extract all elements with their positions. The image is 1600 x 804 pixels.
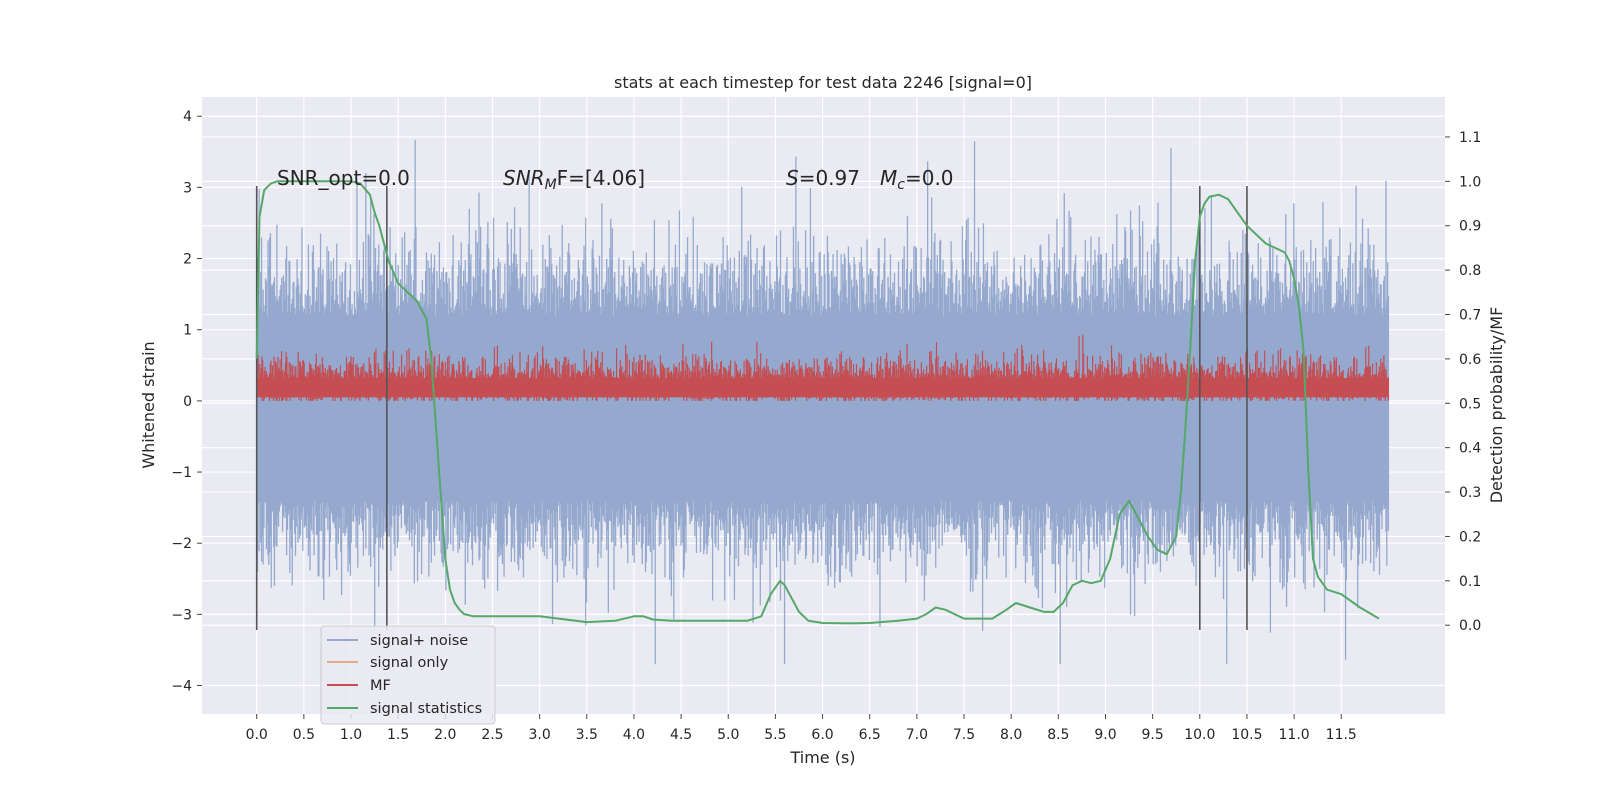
y-tick-label-right: 0.9 [1459, 219, 1481, 235]
annotation-snr-mf-symbol: SNR [503, 166, 545, 190]
legend-label-mf: MF [370, 678, 391, 694]
y-axis-label-right: Detection probability/MF [1487, 307, 1506, 504]
x-tick-label: 1.0 [340, 727, 362, 743]
y-tick-label-right: 0.4 [1459, 441, 1481, 457]
y-tick-label-right: 0.3 [1459, 485, 1481, 501]
legend: signal+ noise signal only MF signal stat… [320, 625, 496, 725]
annotation-s-symbol: S [786, 166, 799, 190]
y-tick-label-right: 0.1 [1459, 574, 1481, 590]
y-tick-label-left: 3 [183, 180, 192, 196]
x-tick-label: 5.5 [764, 727, 786, 743]
annotation-snr-mf: SNRMF=[4.06] [503, 166, 645, 193]
x-tick-label: 3.0 [528, 727, 550, 743]
annotation-snr-opt: SNR_opt=0.0 [277, 166, 410, 190]
y-tick-label-right: 0.2 [1459, 529, 1481, 545]
annotation-mc-subscript: c [897, 177, 905, 193]
x-tick-label: 8.0 [1000, 727, 1022, 743]
mf-series [256, 334, 1390, 401]
chart-title: stats at each timestep for test data 224… [614, 73, 1032, 92]
signal-statistics-line [255, 180, 1380, 625]
x-tick-label: 10.0 [1184, 727, 1215, 743]
x-tick-label: 8.5 [1047, 727, 1069, 743]
y-axis-label-left: Whitened strain [139, 341, 158, 468]
legend-box [320, 625, 496, 725]
x-tick-label: 7.5 [953, 727, 975, 743]
x-tick-label: 10.5 [1231, 727, 1262, 743]
tick-layer: 0.0 0.5 1.0 1.5 2.0 2.5 3.0 3.5 4.0 4.5 5.0 5.5 6.0 6… [171, 109, 1481, 743]
x-axis-label: Time (s) [789, 748, 855, 767]
y-tick-label-right: 0.5 [1459, 396, 1481, 412]
x-tick-label: 4.0 [623, 727, 645, 743]
vertical-lines [255, 185, 1248, 631]
x-tick-label: 0.5 [293, 727, 315, 743]
x-tick-label: 4.5 [670, 727, 692, 743]
annotation-s: S=0.97 [786, 166, 860, 190]
x-tick-label: 2.5 [481, 727, 503, 743]
annotation-snr-mf-value: F=[4.06] [557, 166, 645, 190]
y-tick-label-left: −3 [171, 607, 192, 623]
y-tick-label-left: 1 [183, 323, 192, 339]
y-tick-label-right: 1.0 [1459, 174, 1481, 190]
annotation-snr-mf-subscript: M [545, 177, 557, 193]
x-tick-label: 11.0 [1279, 727, 1310, 743]
legend-label-signal-noise: signal+ noise [370, 633, 468, 649]
y-tick-label-right: 0.8 [1459, 263, 1481, 279]
x-tick-label: 9.0 [1094, 727, 1116, 743]
legend-label-signal-only: signal only [370, 655, 449, 671]
annotation-mc-value: =0.0 [905, 166, 954, 190]
x-tick-label: 5.0 [717, 727, 739, 743]
x-tick-label: 6.0 [811, 727, 833, 743]
x-tick-label: 1.5 [387, 727, 409, 743]
y-tick-label-right: 1.1 [1459, 130, 1481, 146]
x-tick-label: 9.5 [1142, 727, 1164, 743]
y-tick-label-left: −1 [171, 465, 192, 481]
x-tick-label: 2.0 [434, 727, 456, 743]
y-tick-label-right: 0.6 [1459, 352, 1481, 368]
x-tick-label: 3.5 [576, 727, 598, 743]
x-tick-label: 6.5 [859, 727, 881, 743]
y-tick-label-right: 0.0 [1459, 618, 1481, 634]
x-tick-label: 7.0 [906, 727, 928, 743]
annotation-s-value: =0.97 [799, 166, 860, 190]
y-tick-label-left: 4 [183, 109, 192, 125]
y-tick-label-left: −4 [171, 679, 192, 695]
y-tick-label-left: 0 [183, 394, 192, 410]
y-tick-label-right: 0.7 [1459, 308, 1481, 324]
y-tick-label-left: 2 [183, 252, 192, 268]
legend-label-signal-statistics: signal statistics [370, 701, 482, 717]
x-tick-label: 11.5 [1326, 727, 1357, 743]
annotation-mc: Mc=0.0 [880, 166, 954, 193]
annotation-mc-symbol: M [880, 166, 897, 190]
y-tick-label-left: −2 [171, 536, 192, 552]
signal-statistics-series [255, 180, 1380, 625]
x-tick-label: 0.0 [246, 727, 268, 743]
